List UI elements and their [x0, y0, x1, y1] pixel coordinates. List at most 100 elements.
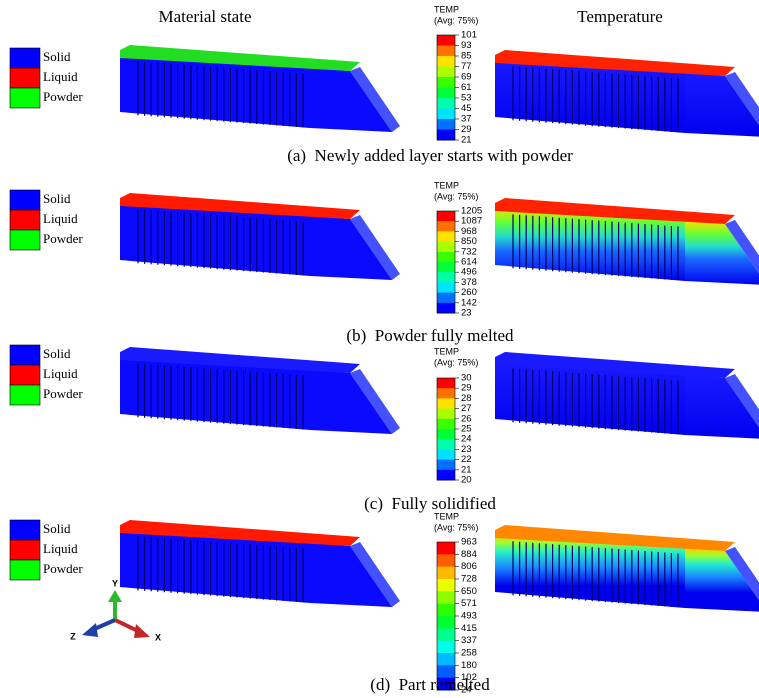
colorbar-segment	[437, 66, 455, 78]
panel-caption: (d) Part remelted	[370, 675, 490, 694]
part-front	[495, 534, 685, 608]
part-top-layer	[495, 50, 735, 76]
colorbar-title: TEMP	[434, 346, 459, 356]
part-end-block	[685, 221, 759, 285]
legend-swatch	[9, 47, 41, 69]
colorbar-segment	[437, 449, 455, 461]
triad-label: Y	[112, 578, 118, 588]
colorbar-segment	[437, 262, 455, 273]
colorbar-tick-label: 493	[461, 611, 477, 622]
colorbar-segment	[437, 388, 455, 399]
colorbar-segment	[437, 119, 455, 130]
colorbar-tick-label: 258	[461, 648, 477, 659]
part-front	[120, 54, 310, 128]
panel-caption: (a) Newly added layer starts with powder	[287, 146, 573, 165]
legend-label: Powder	[43, 386, 83, 401]
part-model	[495, 50, 759, 137]
colorbar-segment	[437, 579, 455, 592]
part-front	[120, 356, 310, 430]
colorbar-segment	[437, 241, 455, 253]
part-model	[495, 525, 759, 612]
part-model	[120, 347, 400, 434]
part-top-layer	[120, 347, 360, 373]
triad-label: X	[155, 632, 161, 642]
colorbar-tick-label: 180	[461, 660, 477, 671]
part-front	[495, 207, 685, 281]
colorbar-tick-label: 53	[461, 93, 472, 104]
colorbar-tick-label: 26	[461, 413, 472, 424]
colorbar-tick-label: 968	[461, 226, 477, 237]
colorbar-tick-label: 728	[461, 574, 477, 585]
colorbar-tick-label: 85	[461, 51, 472, 62]
colorbar-segment	[437, 665, 455, 679]
colorbar-tick-label: 29	[461, 383, 472, 394]
part-top-layer	[120, 45, 360, 71]
part-ramp	[725, 547, 759, 601]
part-end-block	[310, 68, 392, 132]
part-end-block	[685, 375, 759, 439]
colorbar-segment	[437, 603, 455, 617]
colorbar-segment	[437, 87, 455, 99]
colorbar-tick-label: 21	[461, 464, 472, 475]
legend-swatch	[9, 229, 41, 251]
colorbar-segment	[437, 282, 455, 294]
legend-swatch	[9, 209, 41, 231]
part-ramp	[350, 542, 400, 607]
colorbar-title: TEMP	[434, 180, 459, 190]
part-front	[495, 361, 685, 435]
part-top-layer	[495, 198, 735, 224]
colorbar-title: TEMP	[434, 511, 459, 521]
panel-caption: (b) Powder fully melted	[346, 326, 514, 345]
legend-label: Liquid	[43, 366, 78, 381]
part-top-layer	[495, 352, 735, 378]
part-ramp	[725, 72, 759, 126]
colorbar-tick-label: 496	[461, 267, 477, 278]
colorbar-segment	[437, 628, 455, 642]
legend-label: Liquid	[43, 69, 78, 84]
colorbar-segment	[437, 292, 455, 304]
colorbar-segment	[437, 129, 455, 141]
part-ramp	[725, 374, 759, 428]
legend-label: Powder	[43, 231, 83, 246]
part-ramp	[725, 220, 759, 274]
colorbar-segment	[437, 554, 455, 568]
colorbar-tick-label: 732	[461, 246, 477, 257]
colorbar-tick-label: 24	[461, 434, 472, 445]
colorbar-tick-label: 806	[461, 561, 477, 572]
colorbar-tick-label: 21	[461, 135, 472, 146]
colorbar-tick-label: 29	[461, 124, 472, 135]
colorbar-tick-label: 1205	[461, 206, 482, 217]
colorbar-segment	[437, 653, 455, 666]
colorbar-segment	[437, 542, 455, 555]
axis-triad: Y Z X	[70, 578, 161, 642]
panel-caption: (c) Fully solidified	[364, 494, 496, 513]
column-header: Temperature	[577, 7, 663, 26]
colorbar-segment	[437, 469, 455, 481]
colorbar-tick-label: 28	[461, 393, 472, 404]
legend-swatch	[9, 344, 41, 366]
colorbar-tick-label: 102	[461, 672, 477, 683]
colorbar-subtitle: (Avg: 75%)	[434, 357, 478, 367]
colorbar-tick-label: 884	[461, 549, 477, 560]
legend-swatch	[9, 87, 41, 109]
colorbar-tick-label: 378	[461, 277, 477, 288]
part-end-block	[310, 216, 392, 280]
part-front	[120, 202, 310, 276]
legend-swatch	[9, 539, 41, 561]
colorbar-tick-label: 69	[461, 72, 472, 83]
colorbar-segment	[437, 108, 455, 120]
part-model	[495, 352, 759, 439]
colorbar-segment	[437, 35, 455, 46]
legend-label: Powder	[43, 89, 83, 104]
part-model	[495, 198, 759, 285]
colorbar-tick-label: 101	[461, 30, 477, 41]
colorbar-segment	[437, 221, 455, 232]
colorbar-segment	[437, 272, 455, 283]
colorbar-segment	[437, 398, 455, 410]
part-ramp	[350, 67, 400, 132]
legend-swatch	[9, 364, 41, 386]
colorbar-segment	[437, 378, 455, 389]
legend-swatch	[9, 559, 41, 581]
legend-swatch	[9, 519, 41, 541]
colorbar-tick-label: 415	[461, 623, 477, 634]
